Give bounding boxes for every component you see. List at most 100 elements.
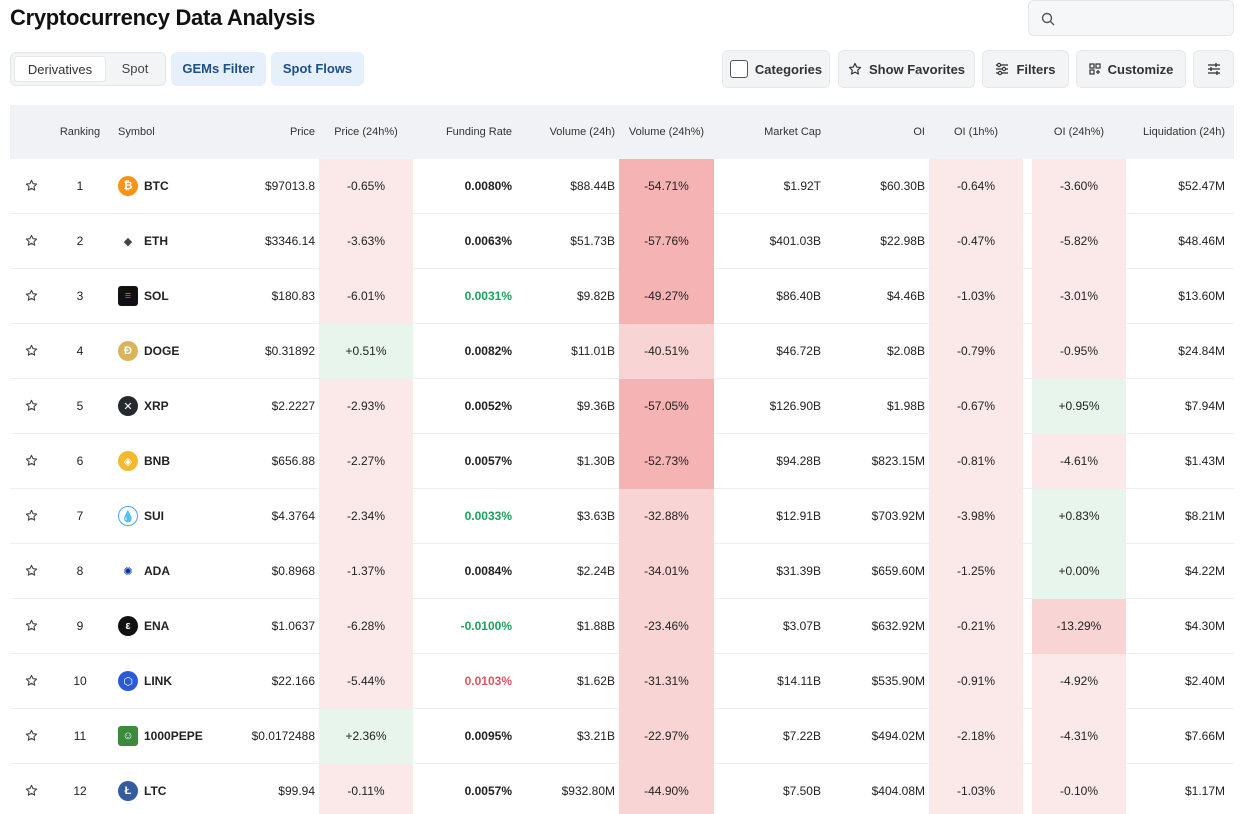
price: $22.166 [271,674,315,688]
symbol-link[interactable]: ETH [144,234,168,248]
table-row[interactable]: 6 ◈ BNB $656.88 -2.27% 0.0057% $1.30B -5… [10,434,1234,489]
favorite-star-icon[interactable] [25,564,38,577]
col-price-change[interactable]: Price (24h%) [334,126,398,138]
favorite-star-icon[interactable] [25,289,38,302]
search-icon [1041,12,1055,26]
table-row[interactable]: 9 ε ENA $1.0637 -6.28% -0.0100% $1.88B -… [10,599,1234,654]
categories-checkbox[interactable] [729,60,748,78]
oi-1h-bg [929,764,1023,814]
col-liquidation[interactable]: Liquidation (24h) [1143,126,1225,138]
table-row[interactable]: 8 ✺ ADA $0.8968 -1.37% 0.0084% $2.24B -3… [10,544,1234,599]
col-oi-1h[interactable]: OI (1h%) [953,126,998,138]
favorite-star-icon[interactable] [25,509,38,522]
symbol-link[interactable]: LINK [144,674,172,688]
oi-1h-bg [929,379,1023,434]
table-row[interactable]: 5 ✕ XRP $2.2227 -2.93% 0.0052% $9.36B -5… [10,379,1234,434]
categories-button[interactable]: Categories [722,50,830,88]
symbol-link[interactable]: LTC [144,784,167,798]
favorite-star-icon[interactable] [25,234,38,247]
price-change: -2.93% [346,399,386,413]
volume-change-bg [619,269,714,324]
favorite-star-icon[interactable] [25,674,38,687]
oi-1h-bg [929,709,1023,764]
col-symbol[interactable]: Symbol [118,126,155,138]
symbol-link[interactable]: BTC [144,179,169,193]
symbol-link[interactable]: SUI [144,509,165,523]
col-ranking[interactable]: Ranking [59,126,101,138]
favorite-star-icon[interactable] [25,784,38,797]
table-row[interactable]: 12 Ł LTC $99.94 -0.11% 0.0057% $932.80M … [10,764,1234,814]
col-volume-change[interactable]: Volume (24h%) [628,126,705,138]
tab-derivatives[interactable]: Derivatives [14,56,106,82]
volume-change-bg [619,599,714,654]
table-row[interactable]: 2 ◆ ETH $3346.14 -3.63% 0.0063% $51.73B … [10,214,1234,269]
symbol-link[interactable]: SOL [144,289,169,303]
liquidation: $4.30M [1184,619,1225,633]
col-oi-24h[interactable]: OI (24h%) [1053,126,1105,138]
symbol-link[interactable]: DOGE [144,344,180,358]
rank: 3 [76,289,84,303]
filters-button[interactable]: Filters [982,50,1069,88]
favorite-star-icon[interactable] [25,729,38,742]
volume-change: -23.46% [644,619,689,633]
search-input[interactable] [1028,0,1234,36]
star-icon [848,62,862,75]
price: $0.31892 [264,344,315,358]
rank: 4 [76,344,84,358]
table-row[interactable]: 4 Ð DOGE $0.31892 +0.51% 0.0082% $11.01B… [10,324,1234,379]
customize-button[interactable]: Customize [1076,50,1186,88]
oi-24h-change: -4.31% [1059,729,1099,743]
symbol-link[interactable]: ADA [144,564,170,578]
table-row[interactable]: 7 💧 SUI $4.3764 -2.34% 0.0033% $3.63B -3… [10,489,1234,544]
spot-flows-button[interactable]: Spot Flows [271,52,364,86]
open-interest: $2.08B [886,344,925,358]
favorite-star-icon[interactable] [25,344,38,357]
col-price[interactable]: Price [289,126,315,138]
oi-1h-change: -1.03% [956,289,996,303]
volume: $1.62B [576,674,615,688]
table-row[interactable]: 3 ≡ SOL $180.83 -6.01% 0.0031% $9.82B -4… [10,269,1234,324]
oi-24h-bg [1032,709,1126,764]
volume: $3.63B [576,509,615,523]
table-row[interactable]: 10 ⬡ LINK $22.166 -5.44% 0.0103% $1.62B … [10,654,1234,709]
table-row[interactable]: 11 ☺ 1000PEPE $0.0172488 +2.36% 0.0095% … [10,709,1234,764]
price-change-bg [319,379,413,434]
oi-1h-bg [929,489,1023,544]
market-cap: $86.40B [776,289,821,303]
volume: $11.01B [571,344,615,358]
pepe-icon: ☺ [118,726,138,746]
volume-change: -57.76% [644,234,689,248]
oi-24h-bg [1032,379,1126,434]
favorite-star-icon[interactable] [25,399,38,412]
symbol-link[interactable]: ENA [144,619,170,633]
settings-button[interactable] [1193,50,1234,88]
liquidation: $52.47M [1178,179,1225,193]
litecoin-icon: Ł [118,781,138,801]
volume-change: -52.73% [644,454,689,468]
oi-1h-change: -0.81% [956,454,996,468]
tab-spot[interactable]: Spot [121,61,149,76]
show-favorites-button[interactable]: Show Favorites [838,50,975,88]
favorite-star-icon[interactable] [25,454,38,467]
price: $1.0637 [271,619,315,633]
price-change-bg [319,709,413,764]
gems-filter-button[interactable]: GEMs Filter [171,52,266,86]
symbol-link[interactable]: XRP [144,399,169,413]
col-funding-rate[interactable]: Funding Rate [445,126,512,138]
rank: 11 [73,729,87,743]
col-market-cap[interactable]: Market Cap [764,126,821,138]
funding-rate: 0.0031% [464,289,512,303]
price: $97013.8 [264,179,315,193]
price-change-bg [319,269,413,324]
rank: 1 [76,179,84,193]
solana-icon: ≡ [118,286,138,306]
favorite-star-icon[interactable] [25,179,38,192]
symbol-link[interactable]: 1000PEPE [144,729,203,743]
volume-change: -40.51% [644,344,689,358]
col-oi[interactable]: OI [913,126,925,138]
symbol-link[interactable]: BNB [144,454,170,468]
oi-1h-change: -0.21% [956,619,996,633]
favorite-star-icon[interactable] [25,619,38,632]
col-volume[interactable]: Volume (24h) [549,126,615,138]
table-row[interactable]: 1 ₿ BTC $97013.8 -0.65% 0.0080% $88.44B … [10,159,1234,214]
